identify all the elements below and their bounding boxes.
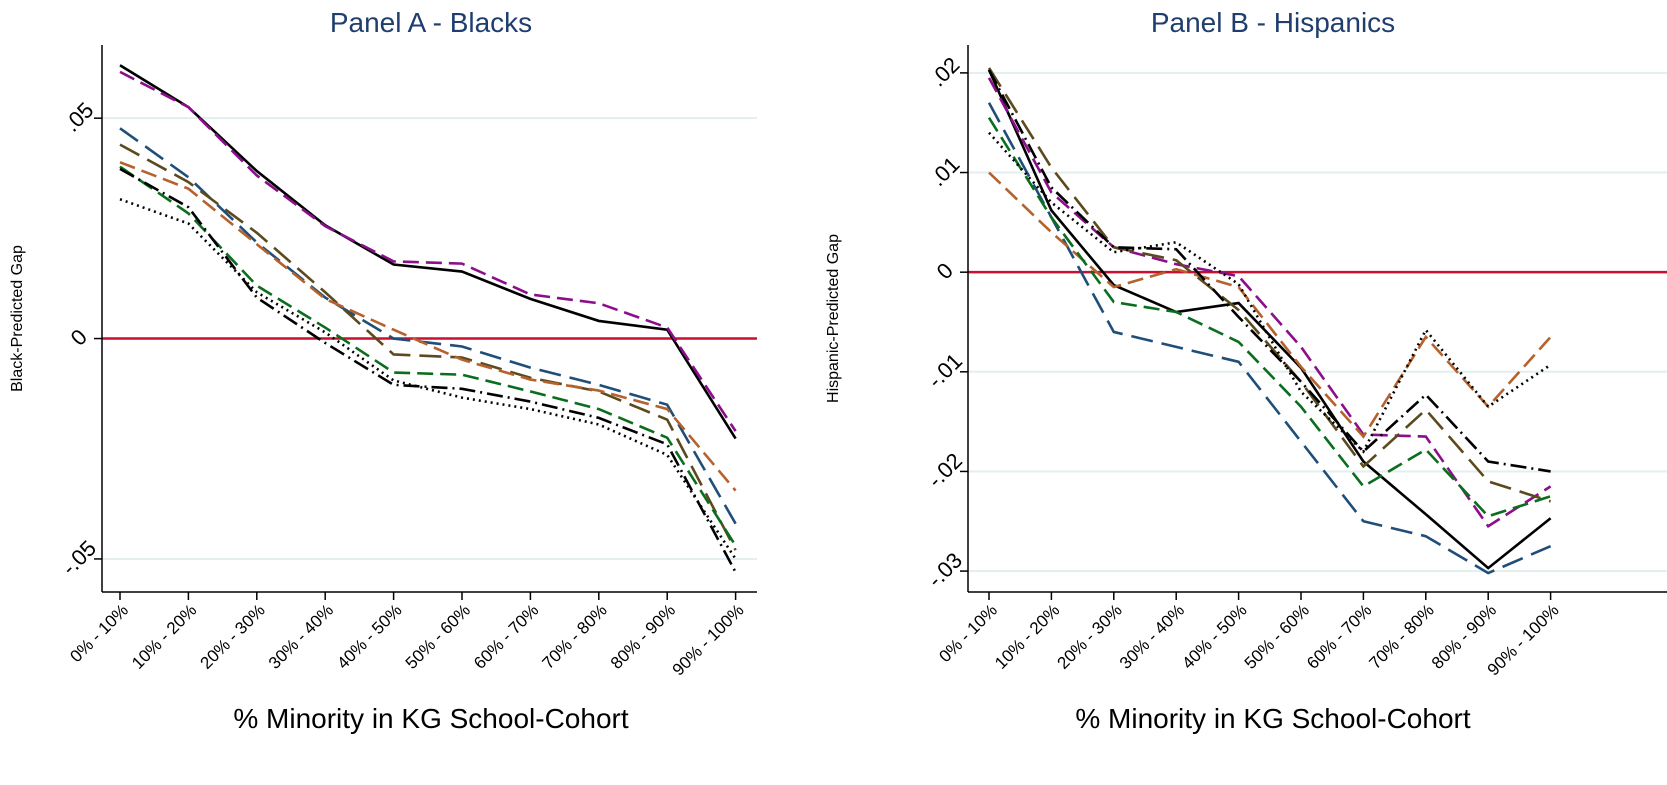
y-tick-label: .05 [59,97,98,136]
y-tick-label: 0 [66,324,92,350]
x-tick-label: 10% - 20% [991,601,1063,673]
chart-title: Panel A - Blacks [330,7,532,38]
x-tick-label: 10% - 20% [128,601,200,673]
x-tick-label: 40% - 50% [1178,601,1250,673]
series-line [987,102,1552,575]
y-tick-label: -.01 [923,348,967,392]
y-tick-label: 0 [932,258,958,284]
x-tick-label: 90% - 100% [669,601,748,680]
y-tick-label: -.02 [923,448,967,492]
x-tick-label: 50% - 60% [402,601,474,673]
y-tick-label: -.03 [923,548,967,592]
y-tick-label: -.05 [57,536,101,580]
series-line [988,131,1552,454]
x-tick-label: 70% - 80% [539,601,611,673]
x-tick-label: 0% - 10% [66,601,132,667]
y-tick-label: .02 [925,52,964,91]
x-tick-label: 70% - 80% [1366,601,1438,673]
y-axis-label: Hispanic-Predicted Gap [825,234,842,403]
series-line [988,171,1552,439]
panel: Panel B - Hispanics % Minority in KG Scho… [825,7,1667,734]
series-line [119,143,737,551]
y-tick-label: .01 [925,152,964,191]
series-line [119,167,737,573]
series-line [119,127,737,525]
series-line [987,77,1552,529]
y-axis-label: Black-Predicted Gap [9,245,26,392]
series-line [119,198,737,560]
x-tick-label: 20% - 30% [1054,601,1126,673]
series-line [987,69,1551,473]
series-line [119,165,737,547]
x-tick-label: 40% - 50% [333,601,405,673]
x-tick-label: 80% - 90% [607,601,679,673]
series-line [987,117,1551,518]
series-line [987,67,1551,503]
series-line [987,69,1552,570]
series-line [119,70,737,432]
x-tick-label: 30% - 40% [265,601,337,673]
x-tick-label: 60% - 70% [1303,601,1375,673]
x-axis-label: % Minority in KG School-Cohort [233,703,628,734]
series-line [119,64,737,440]
x-tick-label: 20% - 30% [197,601,269,673]
panel: Panel A - Blacks % Minority in KG School-… [9,7,757,734]
chart-title: Panel B - Hispanics [1151,7,1395,38]
x-axis-label: % Minority in KG School-Cohort [1075,703,1470,734]
series-line [119,161,737,492]
x-tick-label: 50% - 60% [1241,601,1313,673]
x-tick-label: 0% - 10% [935,601,1001,667]
x-tick-label: 30% - 40% [1116,601,1188,673]
x-tick-label: 60% - 70% [470,601,542,673]
